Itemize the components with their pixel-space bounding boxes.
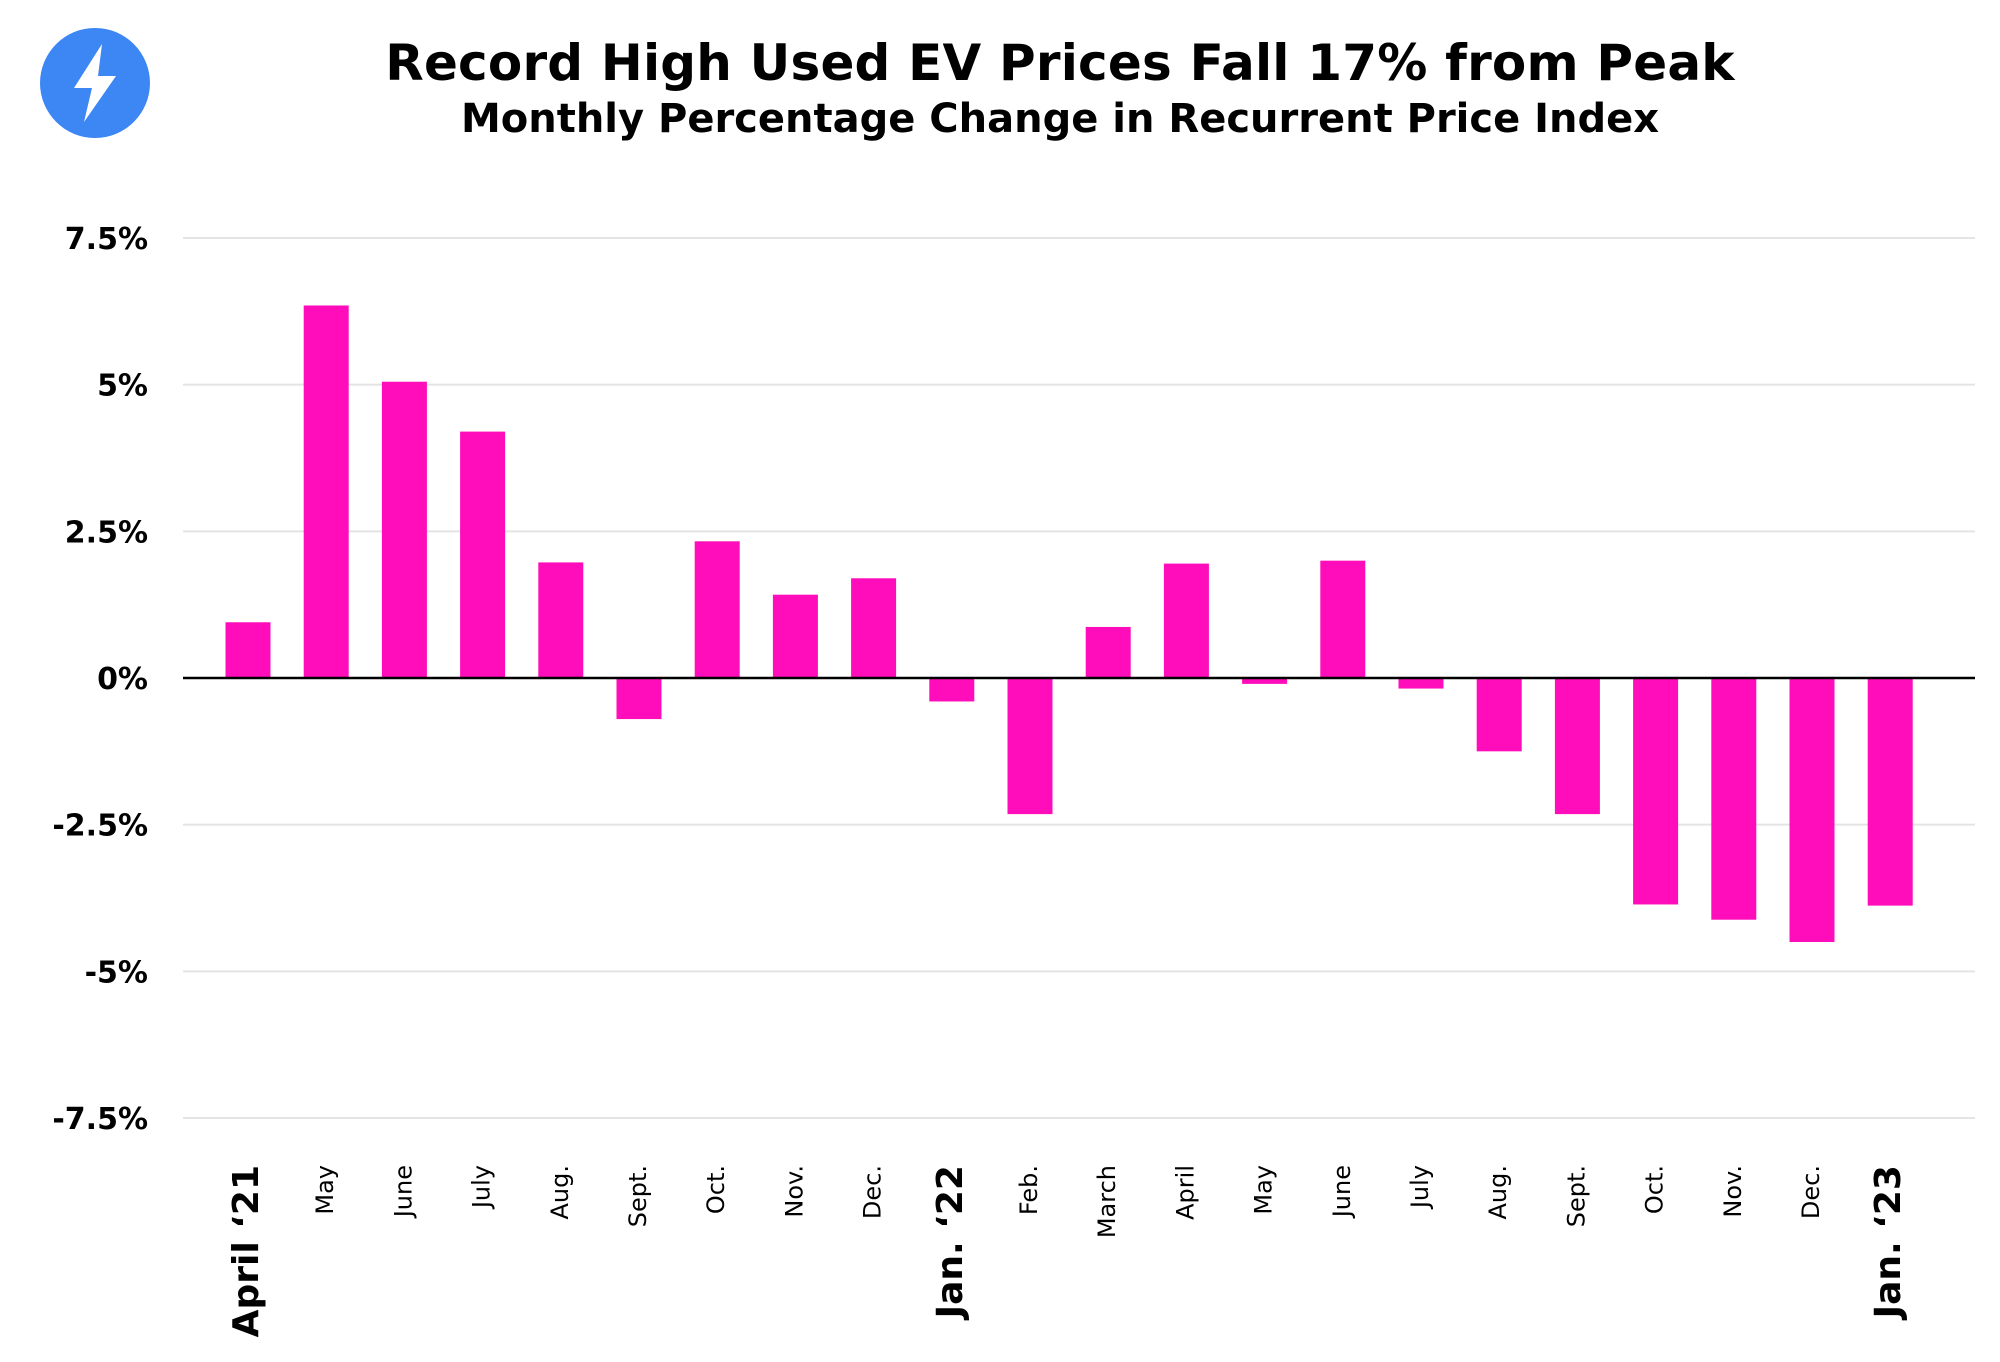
- bar: [772, 594, 818, 678]
- bar: [1711, 678, 1757, 920]
- x-category-label: Feb.: [1015, 1165, 1043, 1215]
- y-tick-label: -5%: [85, 955, 148, 990]
- x-category-label: June: [1328, 1165, 1356, 1219]
- bar: [1476, 678, 1522, 752]
- x-category-label: Jan. ‘23: [1868, 1165, 1909, 1321]
- x-category-label: Oct.: [702, 1165, 730, 1214]
- y-tick-label: -2.5%: [52, 809, 148, 844]
- x-category-label: June: [389, 1165, 417, 1219]
- bar: [616, 678, 662, 720]
- bar: [1633, 678, 1679, 905]
- bar: [1163, 563, 1209, 678]
- x-axis-category-labels: April ‘21 May June July Aug. Sept. Oct. Nov. Dec…: [226, 1165, 1909, 1337]
- x-category-label: July: [1406, 1165, 1434, 1210]
- bar: [303, 305, 349, 678]
- chart-subtitle: Monthly Percentage Change in Recurrent P…: [460, 96, 1660, 142]
- x-category-label: March: [1093, 1165, 1121, 1238]
- bar: [1554, 678, 1600, 815]
- x-category-label: Aug.: [1484, 1165, 1512, 1220]
- bar: [225, 622, 271, 678]
- x-category-label: Sept.: [1562, 1165, 1590, 1227]
- bar: [929, 678, 975, 702]
- x-category-label: Oct.: [1641, 1165, 1669, 1214]
- x-category-label: May: [311, 1165, 339, 1215]
- x-category-label: Dec.: [859, 1165, 887, 1219]
- x-category-label: Nov.: [1719, 1165, 1747, 1218]
- bar: [1007, 678, 1053, 815]
- bar: [1320, 560, 1366, 678]
- lightning-bolt-icon: [74, 44, 116, 122]
- x-category-label: Nov.: [780, 1165, 808, 1218]
- bar: [851, 578, 897, 678]
- x-category-label: Jan. ‘22: [930, 1165, 971, 1321]
- bar: [538, 562, 584, 678]
- bar: [460, 431, 506, 678]
- y-tick-label: 7.5%: [65, 222, 148, 257]
- bar: [1242, 678, 1288, 684]
- bar: [1085, 626, 1131, 678]
- bar: [694, 541, 740, 678]
- x-category-label: Sept.: [624, 1165, 652, 1227]
- bars: [225, 305, 1913, 942]
- chart-title: Record High Used EV Prices Fall 17% from…: [385, 34, 1735, 92]
- bar: [1867, 678, 1913, 906]
- x-category-label: Aug.: [546, 1165, 574, 1220]
- y-tick-label: 0%: [97, 662, 148, 697]
- x-category-label: April ‘21: [226, 1165, 267, 1337]
- x-category-label: July: [468, 1165, 496, 1210]
- x-category-label: Dec.: [1797, 1165, 1825, 1219]
- x-category-label: April: [1171, 1165, 1199, 1220]
- y-tick-label: -7.5%: [52, 1102, 148, 1137]
- x-category-label: May: [1250, 1165, 1278, 1215]
- y-tick-label: 5%: [97, 369, 148, 404]
- bar: [381, 381, 427, 678]
- bar: [1398, 678, 1444, 689]
- logo-badge: [40, 28, 150, 138]
- y-axis-tick-labels: 7.5% 5% 2.5% 0% -2.5% -5% -7.5%: [52, 222, 148, 1137]
- bar: [1789, 678, 1835, 942]
- y-tick-label: 2.5%: [65, 515, 148, 550]
